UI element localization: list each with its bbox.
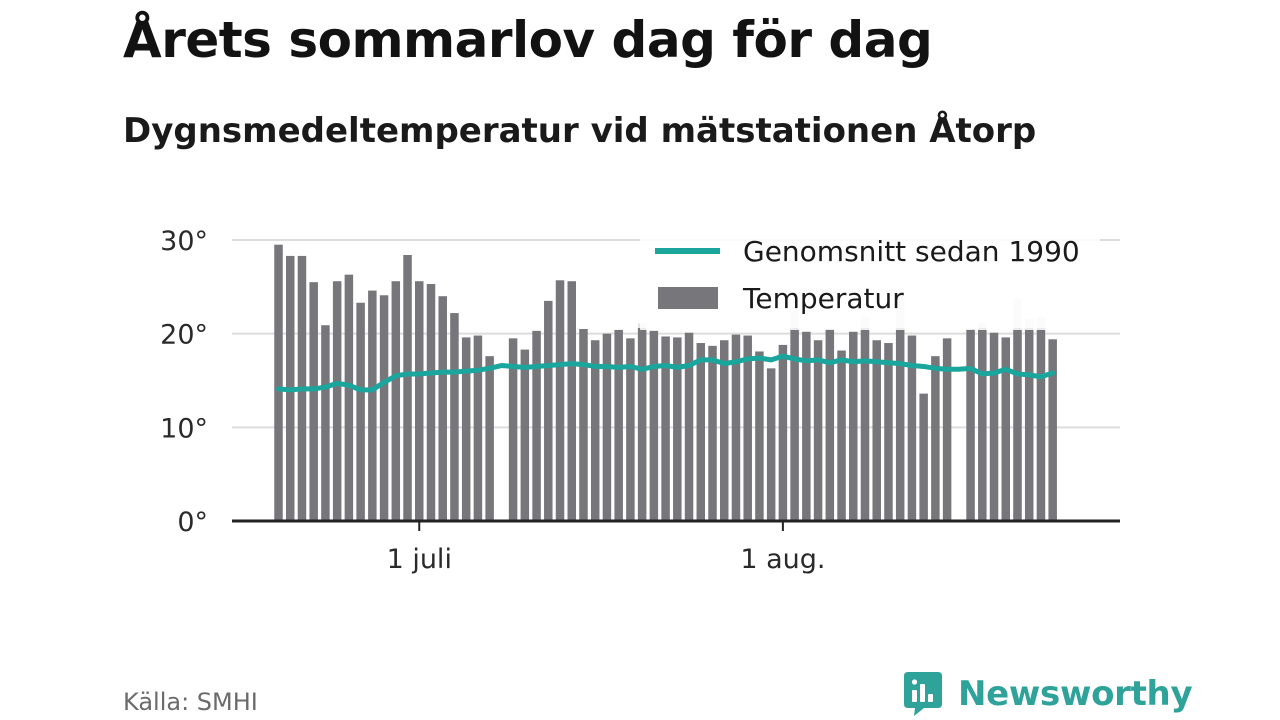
average-line-layer (276, 353, 1056, 393)
temperature-bar (391, 281, 401, 521)
temperature-bar (790, 328, 799, 521)
brand-name: Newsworthy (958, 674, 1193, 714)
chart-subtitle: Dygnsmedeltemperatur vid mätstationen Åt… (123, 111, 1037, 151)
temperature-bar (966, 328, 975, 521)
chart-title: Årets sommarlov dag för dag (123, 11, 933, 69)
temperature-bar (731, 334, 741, 521)
temperature-bar (450, 313, 459, 521)
temperature-bar (743, 335, 752, 521)
temperature-bar (379, 295, 389, 521)
temperature-bar (673, 337, 682, 521)
y-tick-label: 0° (177, 507, 208, 538)
legend-bar-swatch (658, 287, 718, 309)
y-axis-labels: 0° 10° 20° 30° (160, 226, 208, 538)
temperature-bar (978, 328, 987, 521)
legend-label: Genomsnitt sedan 1990 (743, 235, 1080, 268)
temperature-bar (931, 356, 940, 521)
brand-logo[interactable]: Newsworthy (902, 670, 1193, 718)
temperature-bar (1048, 339, 1057, 521)
temperature-bar (802, 331, 811, 521)
temperature-bar (719, 340, 729, 521)
temperature-chart: 0° 10° 20° 30° 1 juli 1 aug. Genomsnitt seda… (160, 226, 1120, 575)
temperature-bar (332, 281, 342, 521)
temperature-bar (708, 345, 717, 521)
temperature-bar (884, 343, 893, 521)
temperature-bar (849, 331, 858, 521)
temperature-bar (403, 254, 412, 521)
temperature-bar (1013, 328, 1022, 521)
temperature-bar (579, 328, 588, 521)
temperature-bar (1024, 328, 1034, 521)
temperature-bar (309, 282, 318, 521)
temperature-bar (755, 351, 764, 521)
temperature-bar (684, 332, 694, 521)
temperature-bar (438, 296, 447, 521)
temperature-bar (356, 302, 365, 521)
temperature-bar (872, 340, 881, 521)
x-tick-label: 1 aug. (740, 544, 825, 575)
temperature-bar (274, 244, 283, 521)
temperature-bar (895, 328, 905, 521)
temperature-bar (637, 328, 647, 521)
temperature-bar (661, 336, 670, 521)
legend: Genomsnitt sedan 1990 Temperatur (640, 228, 1100, 330)
temperature-bar (590, 340, 600, 521)
y-tick-label: 10° (160, 413, 208, 444)
x-tick-label: 1 juli (387, 544, 452, 575)
temperature-bar (473, 335, 483, 521)
temperature-bar (907, 335, 917, 521)
temperature-bar (778, 344, 788, 521)
temperature-bar (614, 329, 623, 521)
temperature-bar (602, 333, 612, 521)
bar-chart-speech-bubble-icon (904, 672, 942, 716)
temperature-bar (766, 368, 776, 521)
temperature-bar (1036, 328, 1046, 521)
temperature-bar (989, 332, 999, 521)
temperature-bar (626, 338, 635, 521)
temperature-bar (321, 325, 330, 521)
temperature-bar (696, 343, 706, 521)
temperature-bar (520, 349, 530, 521)
temperature-bar (825, 328, 835, 521)
y-tick-label: 20° (160, 320, 208, 351)
temperature-bar (813, 340, 823, 521)
temperature-bar (649, 330, 659, 521)
temperature-bar (532, 330, 541, 521)
legend-background (640, 228, 1100, 330)
legend-label: Temperatur (742, 282, 904, 315)
temperature-bar (508, 338, 518, 521)
temperature-bar (919, 393, 928, 521)
y-tick-label: 30° (160, 226, 208, 257)
temperature-bar (485, 356, 494, 521)
temperature-bar (837, 350, 846, 521)
average-line (276, 353, 1056, 393)
source-note: Källa: SMHI (123, 688, 258, 716)
temperature-bar (555, 280, 565, 521)
temperature-bar (344, 274, 354, 521)
x-axis: 1 juli 1 aug. (232, 519, 1120, 575)
temperature-bar (860, 328, 870, 521)
temperature-bar (567, 281, 576, 521)
temperature-bar (1001, 337, 1011, 521)
temperature-bar (415, 281, 424, 521)
temperature-bar (368, 290, 377, 521)
temperature-bar (544, 300, 553, 521)
temperature-bar (461, 337, 471, 521)
temperature-bar (942, 338, 952, 521)
temperature-bar (426, 284, 436, 521)
